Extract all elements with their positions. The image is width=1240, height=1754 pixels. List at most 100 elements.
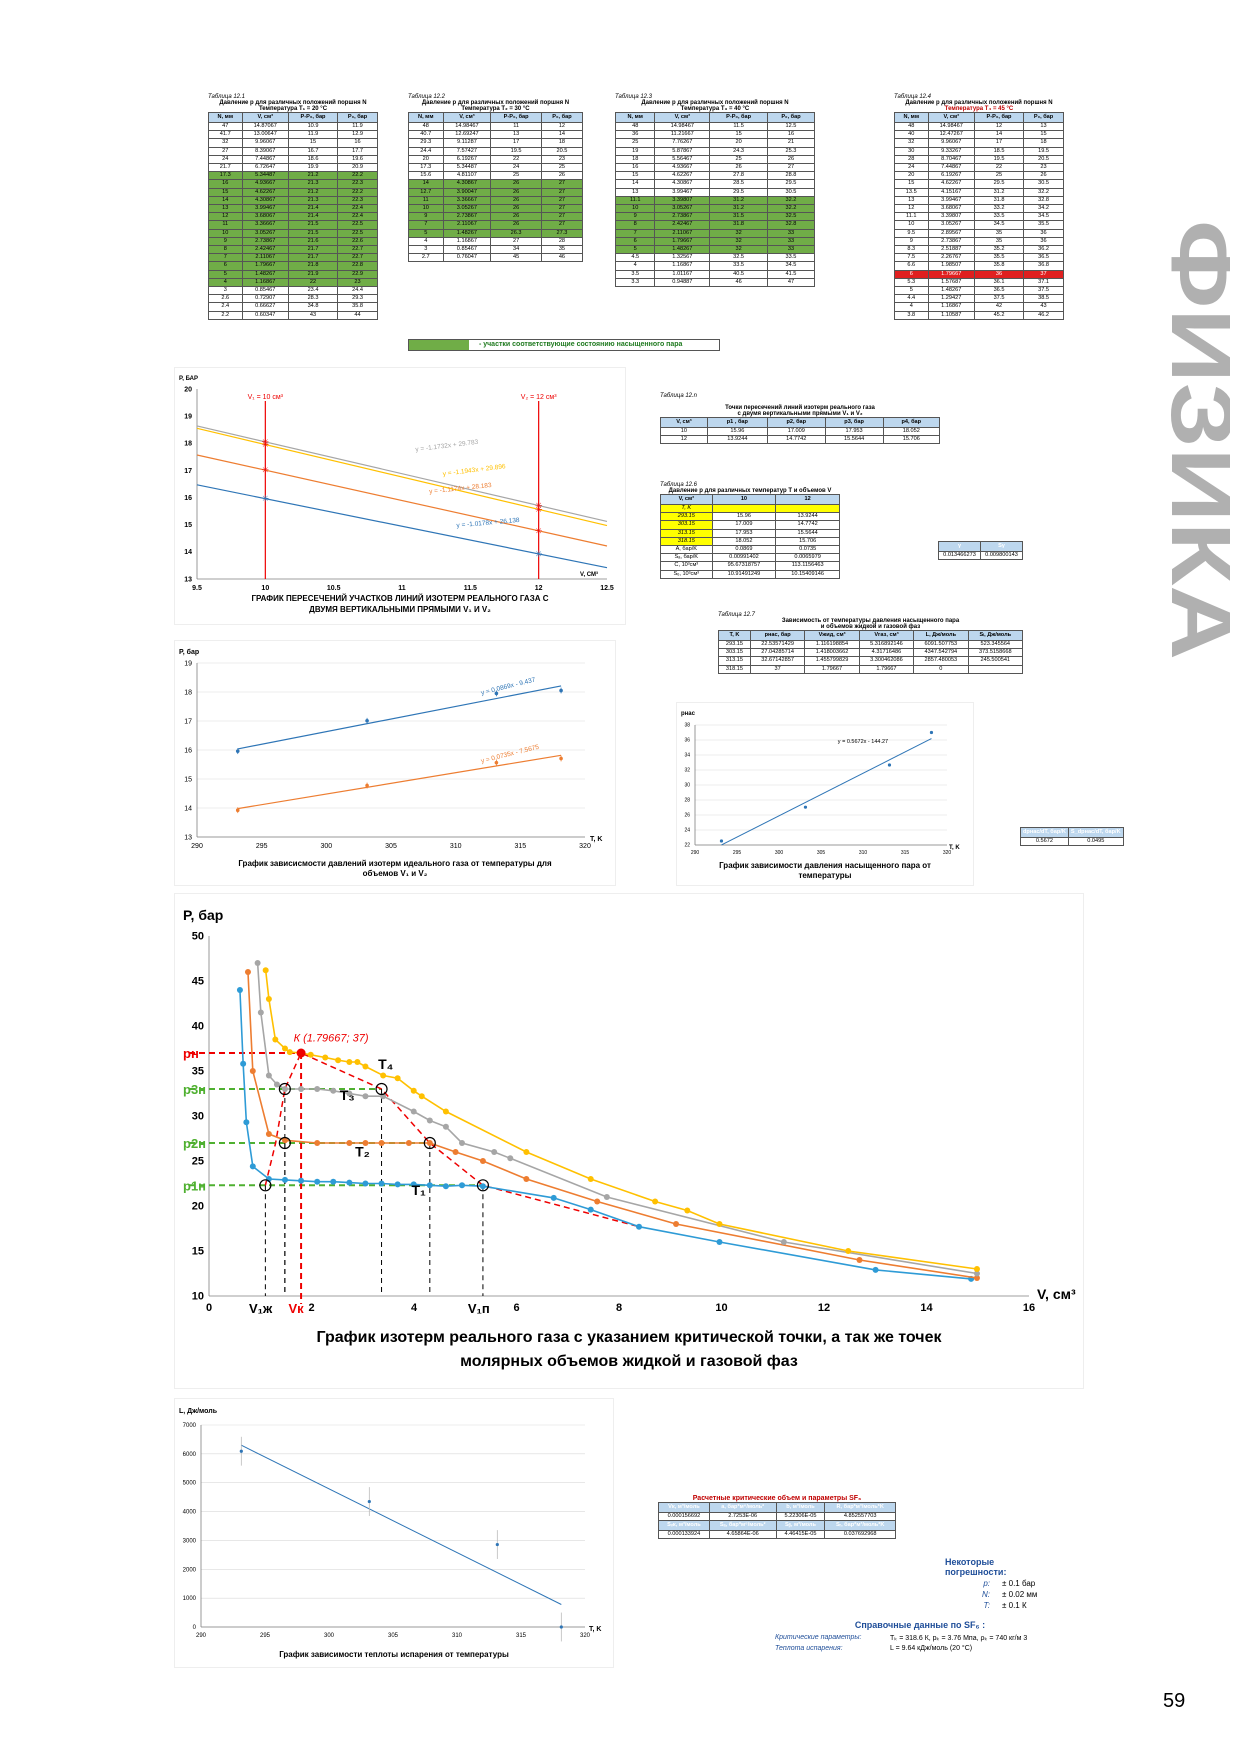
table-cell: 13.9244 bbox=[706, 435, 768, 445]
table-cell: 24.4 bbox=[337, 286, 378, 296]
table-cell: 12 bbox=[540, 121, 584, 132]
y-tick-label: 19 bbox=[184, 660, 192, 667]
chart-intersections-panel: 13 14 15 16 17 18 19 20 9.5 10 10.5 11 11.5 12 12.5 P, … bbox=[174, 367, 626, 625]
table-header-cell: N, мм bbox=[894, 112, 929, 123]
data-point bbox=[362, 1093, 369, 1100]
table-cell: 4.30867 bbox=[241, 195, 289, 206]
y-tick-label: 17 bbox=[184, 468, 192, 475]
table-cell: 2.11067 bbox=[654, 228, 711, 238]
reference-key: Критические параметры: bbox=[775, 1634, 862, 1641]
error-row: T: ± 0.1 К bbox=[945, 1601, 1055, 1610]
table-row: 3.5 1.01167 40.5 41.5 bbox=[614, 269, 816, 279]
table-row: 10 3.05267 31.2 32.2 bbox=[614, 204, 816, 214]
table-cell: 24 bbox=[894, 163, 929, 173]
table-row: 9 2.73867 35 36 bbox=[894, 236, 1064, 247]
table-header-row: γ Sγ bbox=[938, 541, 1023, 552]
x-axis-label: V, см³ bbox=[1037, 1286, 1076, 1302]
table-cell: 1.29427 bbox=[927, 294, 975, 304]
table-cell: 9.11287 bbox=[442, 138, 492, 148]
table-cell: 0.013466273 bbox=[938, 550, 981, 561]
table-cell: 32.5 bbox=[709, 253, 768, 263]
x-tick-label: 305 bbox=[817, 850, 826, 856]
table-cell: 0.00991402 bbox=[711, 553, 777, 563]
table-cell: 17.3 bbox=[408, 163, 444, 173]
table-header-cell: Sᵣ, бар*м³/моль*K bbox=[824, 1520, 896, 1532]
table-cell: 27 bbox=[540, 195, 584, 206]
table-cell: 10 bbox=[894, 220, 929, 230]
data-point bbox=[281, 1086, 288, 1092]
y-tick-label: 13 bbox=[184, 834, 192, 841]
x-tick-label: 320 bbox=[579, 843, 591, 850]
y-tick-label: 0 bbox=[193, 1625, 197, 1631]
table-cell: 11 bbox=[490, 121, 542, 132]
table-cell: 0.66627 bbox=[241, 302, 289, 312]
table-cell: 7.57427 bbox=[442, 146, 492, 156]
table-cell: 6 bbox=[614, 236, 656, 247]
x-tick-label: 11 bbox=[398, 585, 406, 592]
x-tick-label: 12 bbox=[535, 585, 543, 592]
y-tick-label: 40 bbox=[192, 1021, 204, 1033]
table-cell: 10.91491249 bbox=[711, 569, 777, 579]
table-header-cell: Vк, м³/моль bbox=[658, 1502, 710, 1513]
chart-title: График зависимости давления насыщенного … bbox=[719, 861, 931, 880]
trend-line bbox=[196, 454, 608, 547]
table-cell: 16 bbox=[614, 163, 656, 173]
table-row: 15.6 4.81107 25 26 bbox=[408, 171, 584, 181]
table-row: 7.5 2.26767 35.5 36.5 bbox=[894, 253, 1064, 263]
table-cell: 3.05267 bbox=[654, 204, 711, 214]
table-cell: 22.4 bbox=[337, 204, 378, 214]
y-tick-label: 2000 bbox=[183, 1567, 197, 1573]
table-row: 313.15 17.953 15.5644 bbox=[660, 528, 840, 538]
table-cell: 3.05267 bbox=[442, 204, 492, 214]
table-header-cell: a, бар*м⁶/моль² bbox=[708, 1502, 777, 1513]
y-axis-label: P, бар bbox=[179, 648, 199, 656]
y-axis-label: P, БАР bbox=[179, 376, 198, 382]
table-cell: 21.9 bbox=[287, 269, 339, 279]
chart-title-line: График изотерм реального газа с указание… bbox=[317, 1329, 943, 1346]
x-tick-label: 315 bbox=[516, 1633, 527, 1639]
table-cell: 4.30867 bbox=[442, 179, 492, 189]
table-cell: 11.1 bbox=[894, 212, 929, 222]
x-tick-label: 10 bbox=[715, 1302, 727, 1314]
table-cell: Sₐ, бар/K bbox=[660, 553, 713, 563]
data-point bbox=[314, 1178, 321, 1185]
table-cell: 6.19267 bbox=[927, 171, 975, 181]
data-point bbox=[405, 1140, 412, 1146]
table-row: 13 3.99467 31.8 32.8 bbox=[894, 195, 1064, 206]
table-cell: 16.7 bbox=[287, 146, 339, 156]
y-tick-label: 20 bbox=[192, 1201, 204, 1213]
equation-label: y = 0.5672x - 144.27 bbox=[838, 739, 888, 745]
y-tick-label: 10 bbox=[192, 1291, 204, 1303]
table-cell: 21.2 bbox=[287, 171, 339, 181]
isotherm-line bbox=[264, 970, 978, 1270]
equation-label: y = -1.1943x + 29.896 bbox=[442, 463, 506, 478]
table-cell: 23.4 bbox=[287, 286, 339, 296]
data-point bbox=[265, 996, 272, 1002]
table-cell: 1.16867 bbox=[442, 236, 492, 247]
data-point bbox=[378, 1180, 385, 1187]
table-cell: 523.345564 bbox=[967, 639, 1024, 650]
table-cell: 23 bbox=[540, 154, 584, 165]
table-header-cell: γ bbox=[938, 541, 981, 552]
table-row: 30 9.33267 18.5 19.5 bbox=[894, 146, 1064, 156]
table-cell: 13 bbox=[614, 187, 656, 197]
table-row: 293.15 15.96 13.9244 bbox=[660, 512, 840, 522]
table-row: 4 1.16867 33.5 34.5 bbox=[614, 261, 816, 271]
table-subtitle: с двумя вертикальными прямыми V₁ и V₂ bbox=[737, 411, 863, 417]
chart-ideal-gas-panel: 13 14 15 16 17 18 19 290 295 300 305 310 315 320 P, ба… bbox=[174, 640, 616, 886]
table-cell: 2.11067 bbox=[442, 220, 492, 230]
table-cell: 5.56467 bbox=[654, 154, 711, 165]
data-point bbox=[239, 1449, 243, 1453]
table-cell: 32.2 bbox=[766, 195, 816, 206]
table-cell: 1.32567 bbox=[654, 253, 711, 263]
table-cell: 0.0065979 bbox=[775, 553, 840, 563]
table-header-cell: P-P₀, бар bbox=[287, 112, 339, 123]
table-cell: 5.34487 bbox=[241, 171, 289, 181]
data-point bbox=[459, 1182, 466, 1189]
table-cell: 14.7742 bbox=[775, 520, 840, 530]
table-cell: 22.5 bbox=[337, 220, 378, 230]
table-cell: 13 bbox=[894, 195, 929, 206]
table-cell: 4.4 bbox=[894, 294, 929, 304]
table-cell: 22.2 bbox=[337, 171, 378, 181]
table-caption: Таблица 12.4 bbox=[894, 94, 932, 100]
